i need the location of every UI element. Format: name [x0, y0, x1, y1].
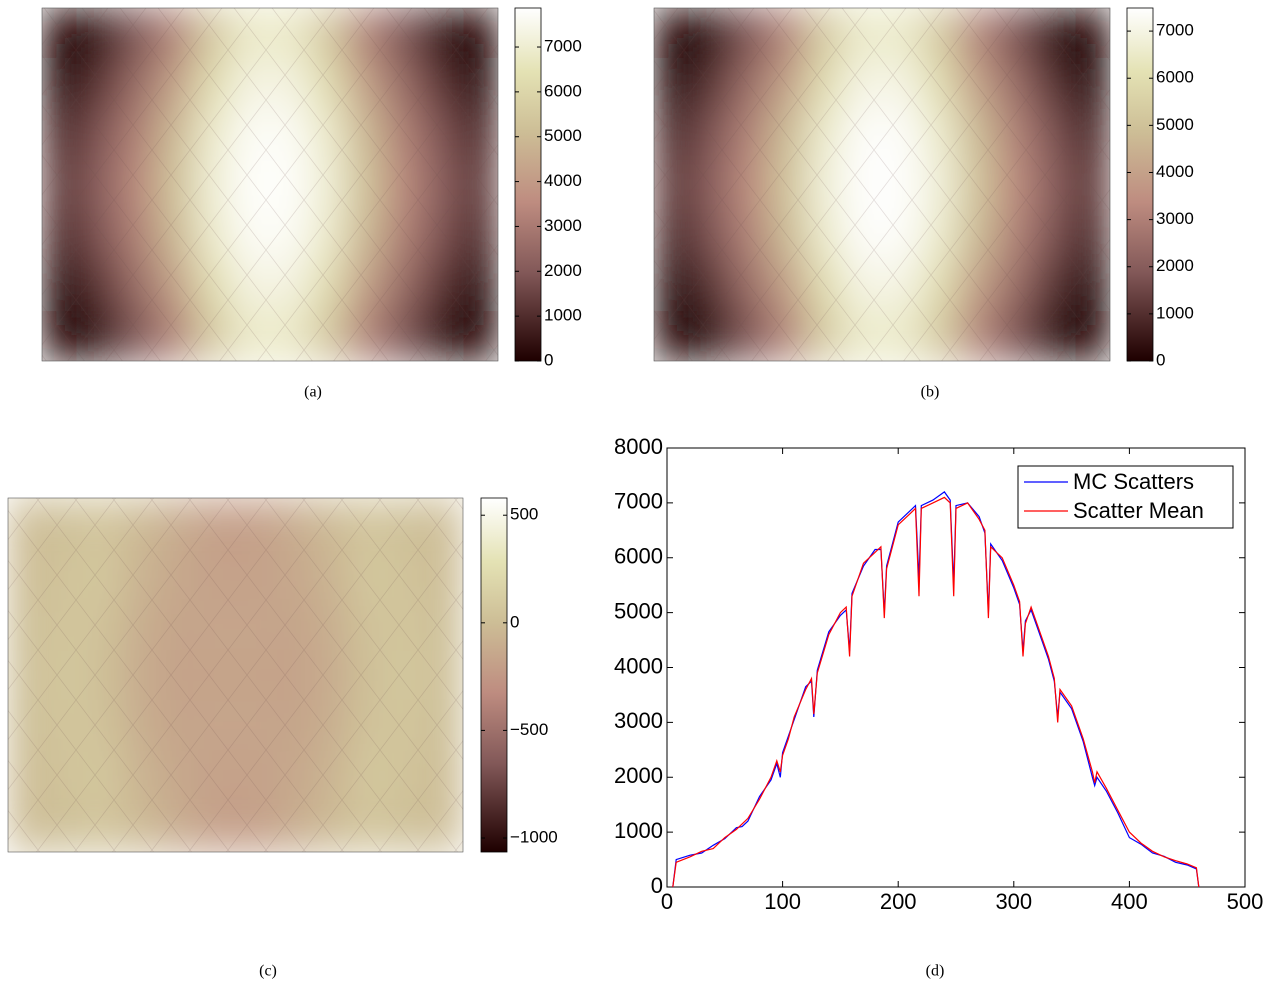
x-tick-label: 400	[1111, 889, 1148, 914]
series-line	[672, 491, 1200, 888]
colorbar-tick-label: 0	[1156, 350, 1165, 369]
colorbar-tick-label: −1000	[510, 827, 558, 846]
y-tick-label: 0	[651, 873, 663, 898]
colorbar	[1126, 7, 1154, 362]
x-tick-label: 100	[764, 889, 801, 914]
colorbar-tick-label: 0	[544, 350, 553, 369]
x-tick-label: 0	[661, 889, 673, 914]
caption: (d)	[926, 963, 945, 980]
colorbar-tick-label: 4000	[544, 171, 582, 190]
y-tick-label: 4000	[614, 653, 663, 678]
colorbar-tick-label: 1000	[1156, 303, 1194, 322]
legend-label: Scatter Mean	[1073, 498, 1204, 523]
colorbar-tick-label: 500	[510, 505, 538, 524]
y-tick-label: 1000	[614, 818, 663, 843]
colorbar-tick-label: 3000	[1156, 209, 1194, 228]
hatch-overlay	[42, 8, 498, 361]
colorbar-tick-label: −500	[510, 720, 548, 739]
colorbar-tick-label: 1000	[544, 306, 582, 325]
x-tick-label: 300	[995, 889, 1032, 914]
hatch-overlay	[8, 498, 463, 852]
series-line	[672, 496, 1200, 888]
image-frame	[7, 497, 464, 853]
y-tick-label: 2000	[614, 763, 663, 788]
caption: (a)	[304, 384, 322, 401]
colorbar-tick-label: 3000	[544, 216, 582, 235]
colorbar-tick-label: 2000	[1156, 256, 1194, 275]
colorbar-tick-label: 7000	[1156, 21, 1194, 40]
y-tick-label: 8000	[614, 434, 663, 459]
colorbar-tick-label: 6000	[544, 81, 582, 100]
colorbar-tick-label: 0	[510, 612, 519, 631]
x-tick-label: 500	[1227, 889, 1264, 914]
colorbar	[514, 7, 542, 362]
colorbar-tick-label: 6000	[1156, 68, 1194, 87]
colorbar-tick-label: 7000	[544, 37, 582, 56]
y-tick-label: 6000	[614, 544, 663, 569]
y-tick-label: 7000	[614, 489, 663, 514]
colorbar-tick-label: 5000	[1156, 115, 1194, 134]
heatmap	[42, 8, 498, 361]
y-tick-label: 3000	[614, 708, 663, 733]
caption: (b)	[921, 384, 940, 401]
legend-box	[1017, 465, 1234, 529]
caption: (c)	[259, 963, 277, 980]
hatch-overlay	[654, 8, 1110, 361]
x-tick-label: 200	[880, 889, 917, 914]
heatmap	[8, 498, 463, 852]
heatmap	[654, 8, 1110, 361]
image-frame	[653, 7, 1111, 362]
image-frame	[41, 7, 499, 362]
colorbar	[480, 497, 508, 853]
y-tick-label: 5000	[614, 598, 663, 623]
colorbar-tick-label: 5000	[544, 126, 582, 145]
colorbar-tick-label: 4000	[1156, 162, 1194, 181]
colorbar-tick-label: 2000	[544, 261, 582, 280]
legend-label: MC Scatters	[1073, 469, 1194, 494]
